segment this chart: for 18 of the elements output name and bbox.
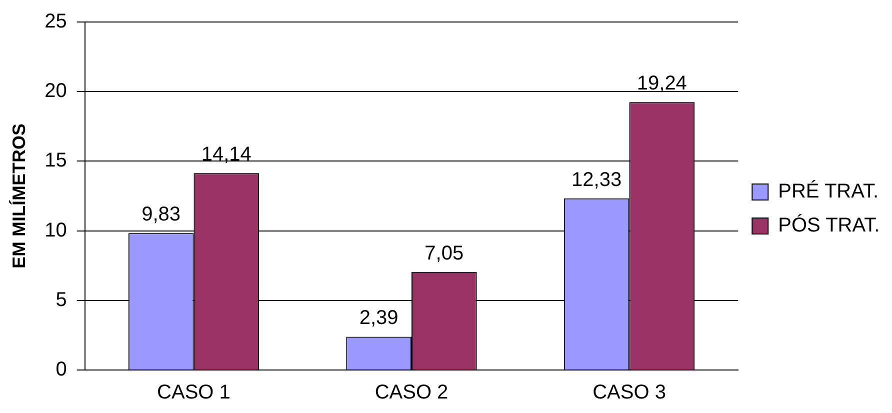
data-label: 9,83 [142, 204, 181, 226]
x-tick-label: CASO 3 [592, 382, 666, 404]
y-tick-label: 20 [44, 80, 67, 102]
y-tick-label: 25 [44, 10, 67, 33]
legend-label: PÓS TRAT. [778, 214, 880, 237]
data-label: 7,05 [424, 242, 464, 264]
legend-label: PRÉ TRAT. [778, 180, 879, 203]
data-label: 14,14 [201, 144, 252, 166]
y-tick-label: 10 [44, 219, 67, 242]
y-axis-title: EM MILÍMETROS [8, 124, 29, 268]
y-tick-label: 0 [56, 358, 67, 381]
y-tick-label: 15 [44, 150, 67, 172]
data-label: 12,33 [572, 168, 622, 191]
x-tick-label: CASO 1 [157, 382, 230, 404]
data-label: 2,39 [359, 307, 398, 330]
data-label: 19,24 [636, 72, 687, 95]
x-tick-label: CASO 2 [374, 382, 448, 404]
y-tick-label: 5 [56, 288, 67, 311]
